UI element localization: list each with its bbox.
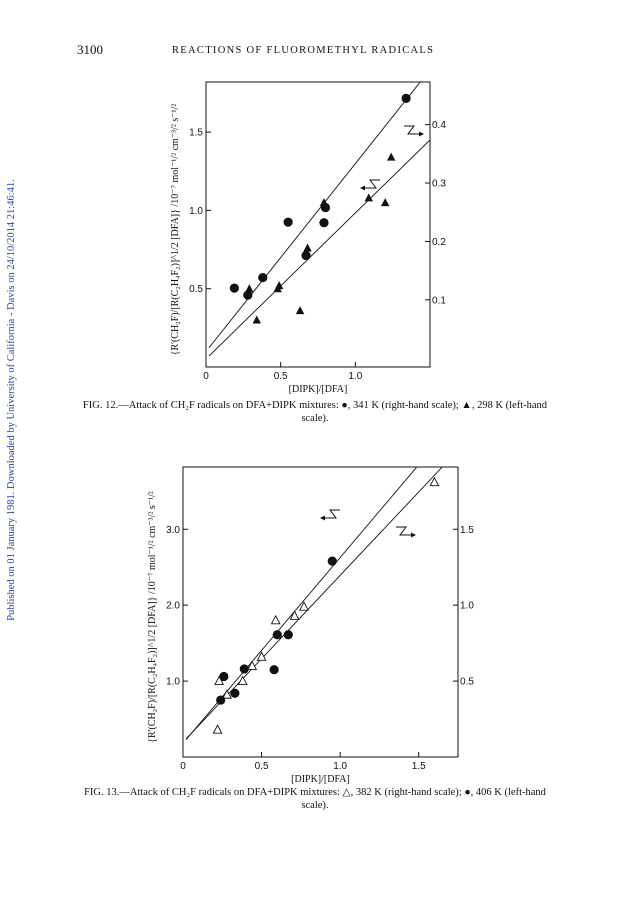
fig13-right-tick-label: 0.5 — [460, 677, 474, 688]
fig13-left-tick-label: 1.0 — [166, 677, 180, 688]
fig12-point-triangle — [274, 281, 284, 290]
fig13-point-circle — [216, 695, 226, 705]
fig12-x-tick-label: 0 — [203, 371, 209, 382]
fig13-point-circle — [269, 665, 279, 675]
fig13-x-tick-label: 0.5 — [255, 761, 269, 772]
fig13-point-open-triangle — [214, 675, 225, 686]
fig13-x-tick-label: 0 — [180, 761, 186, 772]
fig13-right-scale-arrow — [396, 526, 416, 538]
fig12-right-scale-arrow — [404, 125, 424, 137]
fig13-arrow-head — [320, 515, 325, 521]
fig13-point-open-triangle — [256, 651, 267, 661]
fig13-point-circle — [272, 630, 282, 640]
fig13-point-circle — [283, 630, 293, 640]
fig12-point-circle — [258, 273, 268, 283]
fig12-right-tick-label: 0.3 — [432, 179, 446, 190]
fig12-point-triangle — [381, 198, 390, 207]
fig13-point-circle — [219, 671, 229, 682]
figure-13-caption: FIG. 13.—Attack of CH₂F radicals on DFA+… — [84, 787, 546, 811]
figure-12-caption: FIG. 12.—Attack of CH₂F radicals on DFA+… — [82, 400, 548, 424]
fig12-x-tick-label: 1.0 — [348, 371, 362, 382]
running-head: REACTIONS OF FLUOROMETHYL RADICALS — [172, 45, 435, 56]
fig13-right-tick-label: 1.5 — [460, 525, 474, 536]
fig12-arrow-head — [360, 185, 365, 191]
fig12-arrow-stroke — [404, 125, 420, 135]
fig12-fit-line — [208, 82, 421, 349]
fig12-point-circle — [319, 218, 329, 228]
fig12-point-circle — [243, 290, 253, 300]
fig12-point-triangle — [319, 198, 329, 207]
fig12-x-tick-label: 0.5 — [274, 371, 288, 382]
fig13-point-open-triangle — [237, 675, 248, 686]
fig12-left-scale-arrow — [360, 179, 380, 191]
fig13-point-open-triangle — [222, 689, 232, 699]
fig13-point-open-triangle — [212, 724, 223, 734]
fig13-x-axis-label: [DIPK]/[DFA] — [291, 774, 350, 785]
fig13-arrow-stroke — [396, 526, 412, 536]
fig13-point-open-triangle — [270, 614, 281, 625]
fig12-point-triangle — [386, 152, 396, 161]
fig12-left-tick-label: 1.0 — [189, 206, 203, 217]
fig13-point-open-triangle — [299, 601, 309, 611]
fig13-left-scale-arrow — [320, 509, 340, 521]
fig13-plot-frame — [182, 466, 459, 758]
fig12-right-tick-label: 0.2 — [432, 237, 446, 248]
fig12-left-tick-label: 0.5 — [189, 284, 203, 295]
fig12-arrow-head — [419, 131, 424, 137]
fig12-left-tick-label: 1.5 — [189, 128, 203, 139]
fig13-point-circle — [230, 688, 240, 698]
fig13-x-tick-label: 1.5 — [412, 761, 426, 772]
fig13-point-open-triangle — [247, 660, 258, 670]
fig13-arrow-head — [411, 532, 416, 538]
fig12-point-circle — [229, 283, 239, 293]
fig12-plot-frame — [205, 81, 431, 368]
fig12-y-axis-label: {R'(CH₂F)/[R(C₂H₄F₂)]^1/2 [DFA]} /10⁻⁷ m… — [170, 104, 181, 356]
fig13-x-tick-label: 1.0 — [333, 761, 347, 772]
fig13-y-axis-label: {R'(CH₂F)/[R(C₂H₄F₂)]^1/2 [DFA]} /10⁻⁷ m… — [147, 491, 158, 743]
fig12-arrow-stroke — [364, 179, 380, 189]
fig12-point-triangle — [364, 193, 373, 202]
fig13-right-tick-label: 1.0 — [460, 601, 474, 612]
fig12-point-triangle — [252, 315, 261, 324]
fig13-left-tick-label: 3.0 — [166, 525, 180, 536]
fig12-point-circle — [301, 250, 311, 261]
page-number: 3100 — [77, 42, 103, 57]
fig12-point-triangle — [303, 243, 312, 252]
fig12-point-circle — [283, 217, 293, 227]
fig13-arrow-stroke — [324, 509, 340, 519]
fig13-point-circle — [239, 664, 249, 674]
fig12-right-tick-label: 0.1 — [432, 295, 446, 306]
fig12-point-circle — [401, 93, 411, 103]
fig12-x-axis-label: [DIPK]/[DFA] — [289, 384, 348, 395]
fig13-left-tick-label: 2.0 — [166, 601, 180, 612]
fig12-point-triangle — [245, 284, 254, 293]
fig13-point-open-triangle — [429, 476, 440, 487]
fig12-point-triangle — [295, 306, 305, 315]
fig12-fit-line — [208, 139, 430, 357]
fig12-right-tick-label: 0.4 — [432, 120, 446, 131]
fig13-point-open-triangle — [289, 610, 300, 620]
fig13-point-circle — [327, 556, 337, 566]
